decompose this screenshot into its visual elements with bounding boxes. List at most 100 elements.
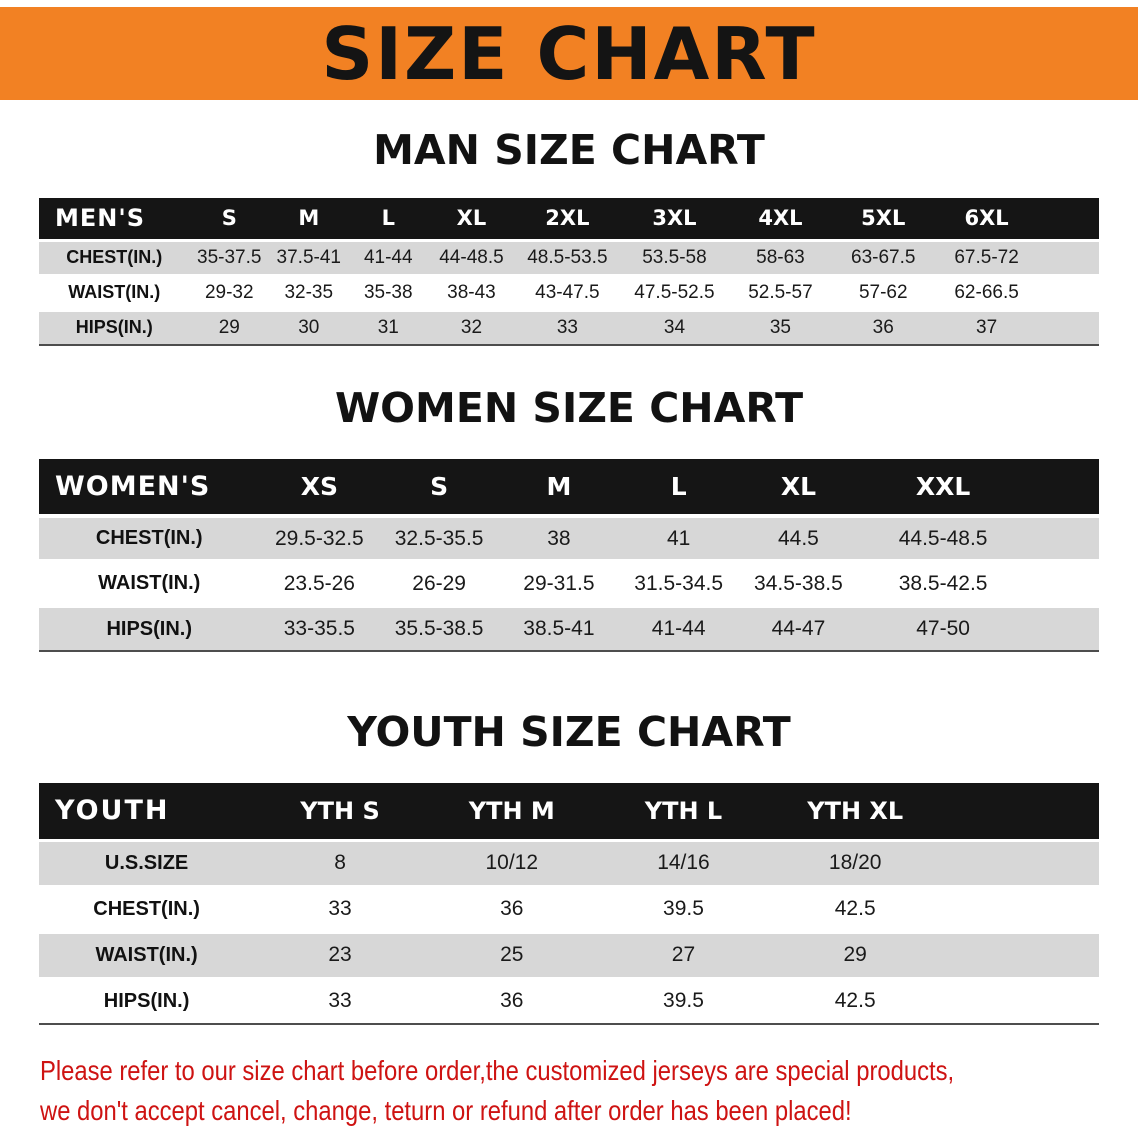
size-value-cell: 35.5-38.5 (379, 606, 500, 651)
size-column-header: S (189, 198, 270, 240)
row-label: WAIST(IN.) (39, 932, 255, 978)
women-section-heading: WOMEN SIZE CHART (334, 384, 804, 432)
size-value-cell: 31 (348, 310, 429, 345)
size-value-cell: 32 (428, 310, 515, 345)
size-value-cell: 37.5-41 (269, 240, 349, 275)
size-value-cell: 29-31.5 (523, 571, 595, 595)
size-value-cell: 58-63 (729, 240, 832, 275)
man-section-heading: MAN SIZE CHART (373, 126, 765, 174)
filler-cell (1038, 240, 1099, 275)
size-value-cell: 39.5 (663, 989, 704, 1013)
size-column-header: YTH XL (769, 783, 942, 840)
size-value-cell: 8 (254, 840, 426, 886)
table-row: HIPS(IN.) 33-35.5 35.5-38.5 38.5-41 41-44 44-… (39, 606, 1099, 651)
disclaimer-line-2: we don't accept cancel, change, teturn o… (40, 1094, 852, 1126)
size-value-cell: 26-29 (412, 571, 466, 595)
size-value-cell: 29.5-32.5 (259, 516, 380, 561)
size-value-cell: 47.5-52.5 (634, 281, 715, 303)
size-value-cell: 52.5-57 (748, 281, 813, 303)
size-value-cell: 18/20 (769, 840, 942, 886)
filler-cell (1028, 561, 1099, 606)
youth-section-heading: YOUTH SIZE CHART (347, 708, 791, 756)
size-value-cell: 36 (500, 989, 524, 1013)
size-value-cell: 14/16 (597, 840, 770, 886)
women-size-chart-section: WOMEN SIZE CHART WOMEN'S XS S M L XL XXL CHEST(… (0, 384, 1138, 652)
size-column-header: 3XL (619, 198, 730, 240)
size-value-cell: 38.5-42.5 (898, 571, 988, 595)
size-value-cell: 42.5 (834, 897, 876, 920)
size-value-cell: 36 (500, 897, 524, 920)
size-value-cell: 31.5-34.5 (634, 571, 724, 595)
size-value-cell: 38-43 (447, 281, 496, 303)
disclaimer-text: Please refer to our size chart before or… (40, 1051, 1138, 1131)
size-value-cell: 35-37.5 (189, 240, 270, 275)
size-value-cell: 34.5-38.5 (754, 571, 843, 595)
size-chart-page: { "banner": { "title": "SIZE CHART" }, "… (0, 7, 1138, 1139)
size-value-cell: 37 (934, 310, 1039, 345)
table-row: WAIST(IN.) 23 25 27 29 (39, 932, 1099, 978)
size-value-cell: 44.5-48.5 (858, 516, 1028, 561)
size-value-cell: 39.5 (663, 897, 704, 920)
filler-cell (1038, 310, 1099, 345)
table-header-row: YOUTH YTH S YTH M YTH L YTH XL (39, 783, 1099, 840)
row-label: HIPS(IN.) (39, 606, 260, 651)
size-value-cell: 25 (425, 932, 598, 978)
size-column-header: XL (738, 459, 859, 516)
table-header-row: MEN'S S M L XL 2XL 3XL 4XL 5XL 6XL (39, 198, 1099, 240)
size-column-header: YTH L (597, 783, 770, 840)
size-value-cell: 23 (254, 932, 426, 978)
size-value-cell: 35 (729, 310, 832, 345)
size-value-cell: 33-35.5 (259, 606, 380, 651)
filler-cell (941, 978, 1099, 1024)
row-label: HIPS(IN.) (39, 310, 190, 345)
row-label: WAIST(IN.) (68, 282, 161, 302)
size-column-header: 2XL (514, 198, 620, 240)
size-value-cell: 63-67.5 (831, 240, 935, 275)
disclaimer-line-1: Please refer to our size chart before or… (40, 1055, 955, 1086)
size-value-cell: 29 (189, 310, 270, 345)
table-row: U.S.SIZE 8 10/12 14/16 18/20 (39, 840, 1099, 886)
man-size-chart-section: MAN SIZE CHART MEN'S S M L XL 2XL 3XL 4XL 5XL 6XL… (0, 126, 1138, 346)
size-value-cell: 33 (328, 897, 352, 920)
size-value-cell: 32.5-35.5 (379, 516, 500, 561)
size-value-cell: 44-47 (738, 606, 859, 651)
size-value-cell: 62-66.5 (954, 281, 1019, 303)
size-value-cell: 48.5-53.5 (514, 240, 620, 275)
row-label: WAIST(IN.) (98, 572, 201, 594)
size-value-cell: 29-32 (204, 281, 254, 303)
size-value-cell: 41-44 (348, 240, 429, 275)
size-value-cell: 47-50 (858, 606, 1028, 651)
size-value-cell: 23.5-26 (283, 571, 355, 595)
table-row: CHEST(IN.) 35-37.5 37.5-41 41-44 44-48.5 48.5… (39, 240, 1099, 275)
size-value-cell: 42.5 (834, 989, 876, 1013)
table-name-header: WOMEN'S (39, 459, 260, 516)
size-value-cell: 32-35 (284, 281, 334, 303)
row-label: CHEST(IN.) (93, 897, 200, 920)
size-value-cell: 57-62 (858, 281, 908, 303)
size-value-cell: 29 (769, 932, 942, 978)
filler-cell (941, 932, 1099, 978)
size-column-header: L (348, 198, 429, 240)
size-value-cell: 10/12 (425, 840, 598, 886)
size-value-cell: 67.5-72 (934, 240, 1039, 275)
size-column-header: XL (428, 198, 515, 240)
size-column-header: 5XL (831, 198, 935, 240)
youth-size-table: YOUTH YTH S YTH M YTH L YTH XL U.S.SIZE 8 10/12… (39, 783, 1099, 1025)
women-size-table: WOMEN'S XS S M L XL XXL CHEST(IN.) 29.5-32.5 32.5… (39, 459, 1099, 652)
size-column-header: M (269, 198, 349, 240)
size-column-header: L (618, 459, 739, 516)
table-header-row: WOMEN'S XS S M L XL XXL (39, 459, 1099, 516)
filler-cell (1027, 516, 1099, 561)
row-label: CHEST(IN.) (39, 240, 190, 275)
size-column-header: 4XL (729, 198, 832, 240)
row-label: CHEST(IN.) (39, 516, 260, 561)
table-row: CHEST(IN.) 33 36 39.5 42.5 (39, 886, 1099, 932)
size-value-cell: 27 (597, 932, 770, 978)
size-value-cell: 34 (619, 310, 730, 345)
row-label: U.S.SIZE (39, 840, 255, 886)
youth-size-chart-section: YOUTH SIZE CHART YOUTH YTH S YTH M YTH L YTH… (0, 708, 1138, 1025)
table-row: HIPS(IN.) 33 36 39.5 42.5 (39, 978, 1099, 1024)
size-column-header: XXL (858, 459, 1028, 516)
size-value-cell: 44-48.5 (428, 240, 515, 275)
size-value-cell: 33 (514, 310, 620, 345)
